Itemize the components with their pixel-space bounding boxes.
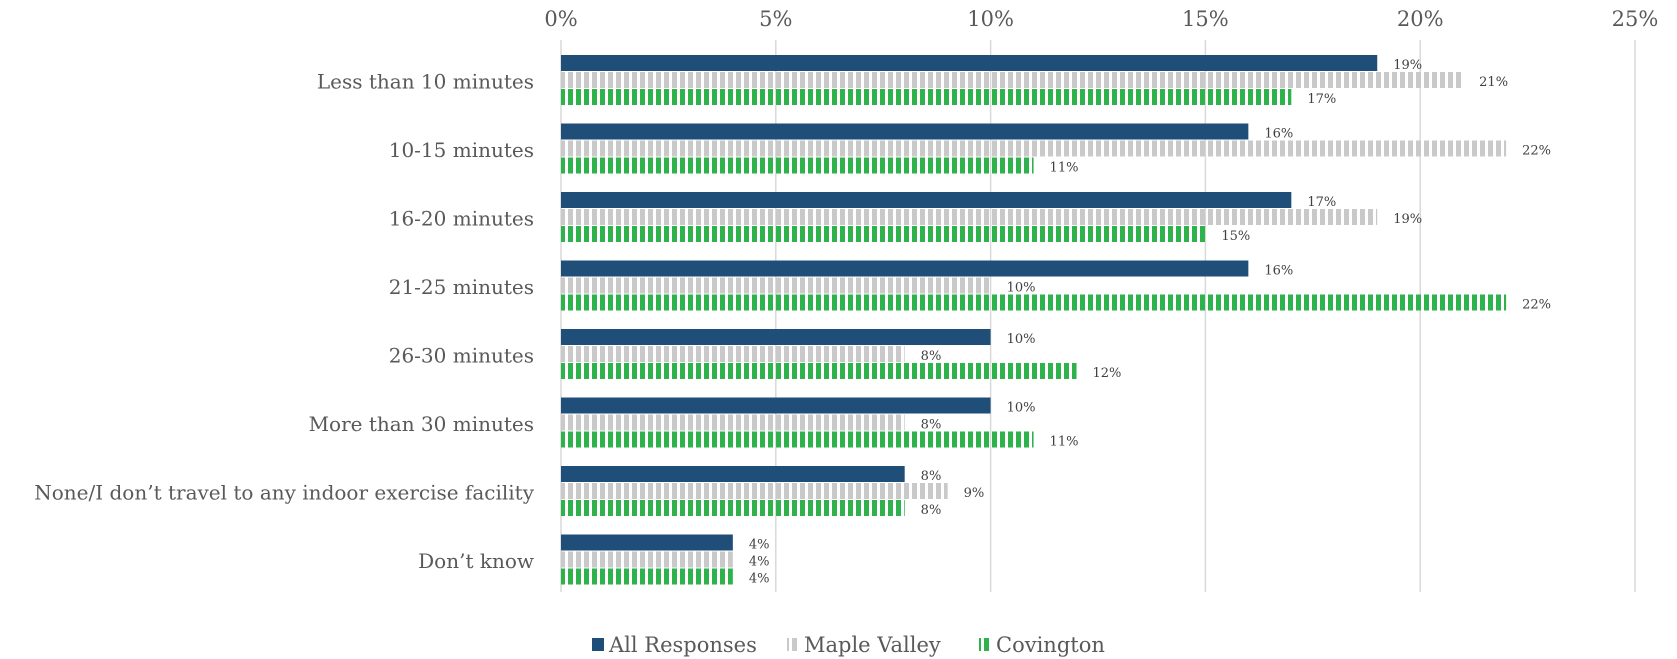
- category-label: 21-25 minutes: [389, 275, 534, 299]
- category-label: 10-15 minutes: [389, 138, 534, 162]
- legend-swatch: [592, 638, 604, 651]
- bar: [561, 295, 1506, 311]
- bar: [561, 278, 991, 294]
- bar: [561, 192, 1291, 208]
- data-label: 17%: [1307, 92, 1336, 107]
- data-label: 4%: [749, 555, 770, 570]
- data-label: 12%: [1093, 366, 1122, 381]
- bar: [561, 55, 1377, 71]
- data-label: 22%: [1522, 144, 1551, 159]
- bar: [561, 398, 991, 414]
- x-tick-label: 25%: [1612, 7, 1659, 31]
- data-label: 8%: [921, 469, 942, 484]
- data-label: 16%: [1264, 127, 1293, 142]
- data-label: 17%: [1307, 195, 1336, 210]
- data-label: 22%: [1522, 298, 1551, 313]
- legend-label: All Responses: [608, 633, 757, 657]
- data-label: 11%: [1050, 161, 1079, 176]
- bar: [561, 415, 905, 431]
- data-label: 8%: [921, 349, 942, 364]
- x-tick-label: 0%: [544, 7, 577, 31]
- bar: [561, 552, 733, 568]
- category-label: None/I don’t travel to any indoor exerci…: [34, 481, 534, 505]
- bar: [561, 500, 905, 516]
- bars: [561, 55, 1506, 585]
- category-label: 16-20 minutes: [389, 207, 534, 231]
- data-label: 19%: [1393, 212, 1422, 227]
- bar: [561, 158, 1034, 174]
- legend-swatch: [787, 638, 799, 651]
- legend-swatch: [979, 638, 991, 651]
- bar: [561, 209, 1377, 225]
- x-tick-label: 5%: [759, 7, 792, 31]
- category-label: Less than 10 minutes: [317, 70, 534, 94]
- data-label: 9%: [964, 486, 985, 501]
- bar: [561, 569, 733, 585]
- data-label: 4%: [749, 538, 770, 553]
- category-label: Don’t know: [418, 549, 534, 573]
- data-label: 16%: [1264, 264, 1293, 279]
- data-label: 21%: [1479, 75, 1508, 90]
- bar: [561, 432, 1034, 448]
- data-label: 19%: [1393, 58, 1422, 73]
- data-label: 11%: [1050, 435, 1079, 450]
- data-label: 10%: [1007, 281, 1036, 296]
- bar: [561, 124, 1248, 140]
- data-label: 10%: [1007, 332, 1036, 347]
- bar: [561, 346, 905, 362]
- data-label: 8%: [921, 503, 942, 518]
- category-labels: Less than 10 minutes 10-15 minutes 16-20 m…: [34, 70, 534, 574]
- data-label: 4%: [749, 572, 770, 587]
- x-axis-ticks: 0% 5% 10% 15% 20% 25%: [544, 7, 1658, 31]
- x-tick-label: 10%: [967, 7, 1014, 31]
- bar: [561, 226, 1205, 242]
- legend-label: Covington: [996, 633, 1105, 657]
- bar: [561, 466, 905, 482]
- bar: [561, 363, 1077, 379]
- bar: [561, 72, 1463, 88]
- data-label: 15%: [1221, 229, 1250, 244]
- category-label: More than 30 minutes: [309, 412, 534, 436]
- legend: All Responses Maple Valley Covington: [592, 633, 1105, 657]
- x-tick-label: 20%: [1397, 7, 1444, 31]
- bar: [561, 329, 991, 345]
- data-label: 8%: [921, 418, 942, 433]
- bar: [561, 261, 1248, 277]
- bar: [561, 89, 1291, 105]
- bar: [561, 535, 733, 551]
- legend-label: Maple Valley: [804, 633, 941, 657]
- x-tick-label: 15%: [1182, 7, 1229, 31]
- bar: [561, 141, 1506, 157]
- category-label: 26-30 minutes: [389, 344, 534, 368]
- data-label: 10%: [1007, 401, 1036, 416]
- bar: [561, 483, 948, 499]
